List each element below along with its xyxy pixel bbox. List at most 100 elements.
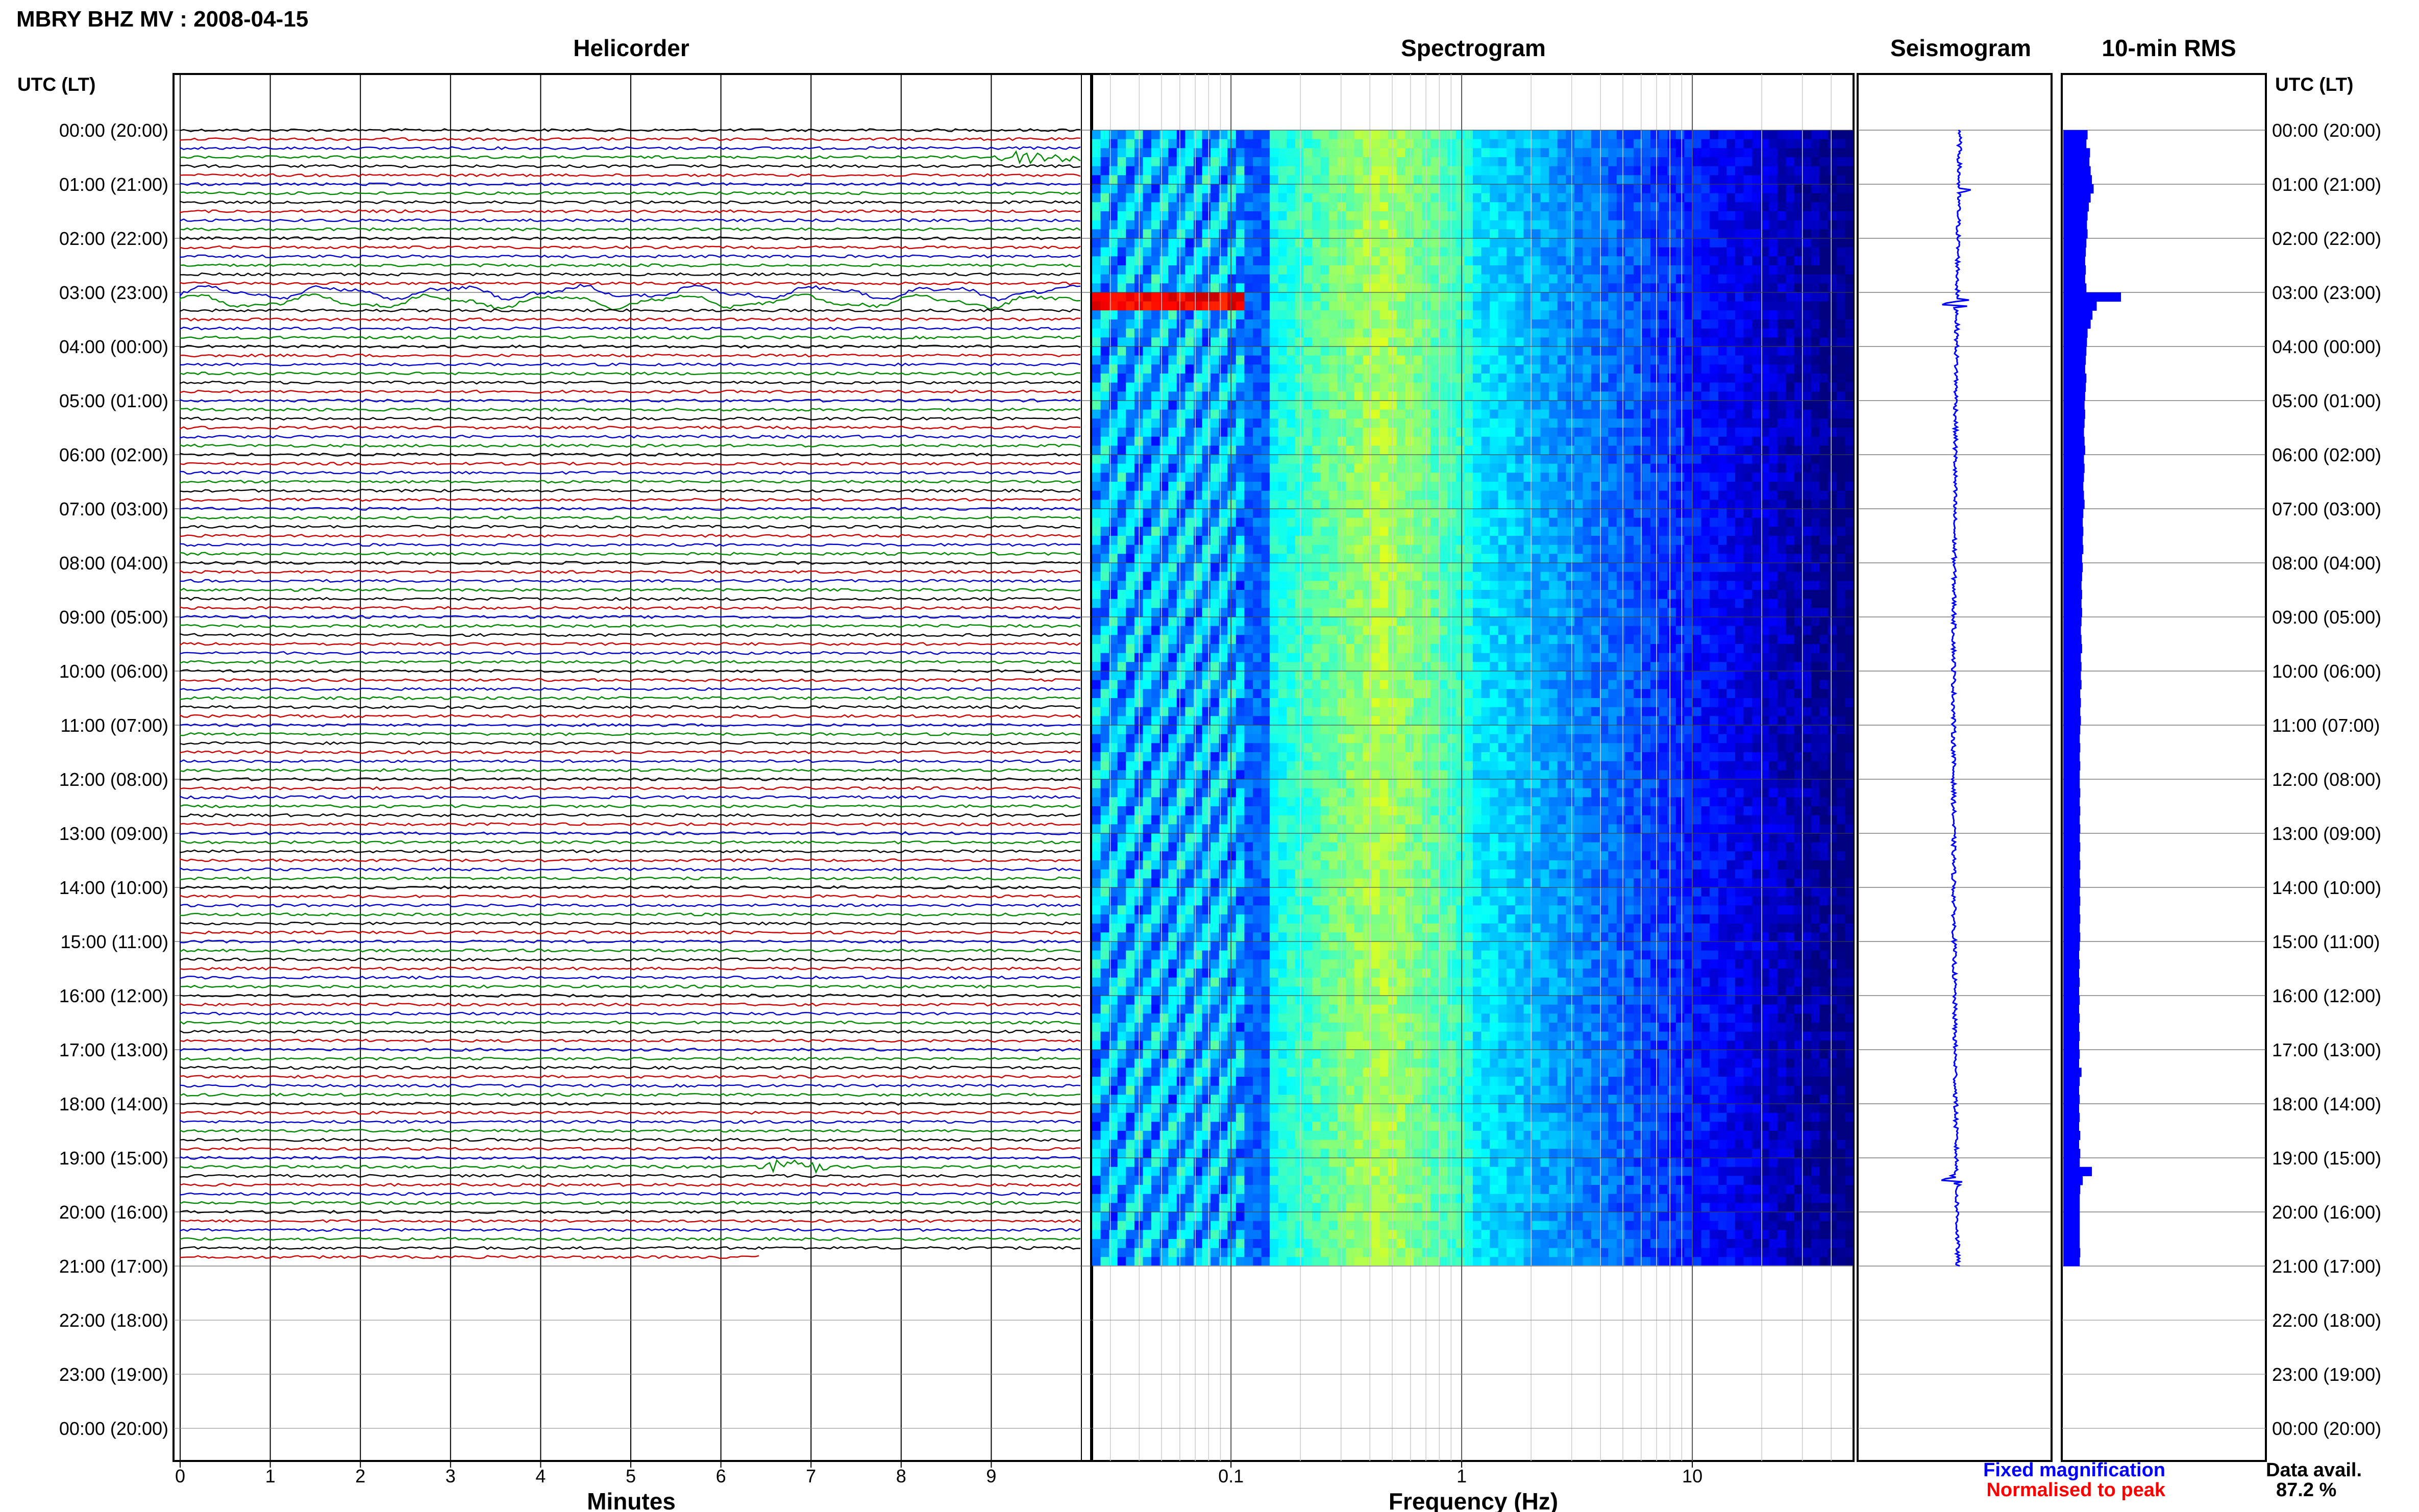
spectrogram-cell [1828, 211, 1837, 221]
spectrogram-cell [1523, 346, 1533, 356]
spectrogram-cell [1701, 572, 1710, 581]
spectrogram-cell [1693, 473, 1702, 482]
spectrogram-cell [1295, 256, 1304, 266]
spectrogram-cell [1295, 310, 1304, 320]
spectrogram-cell [1743, 310, 1752, 320]
spectrogram-cell [1202, 247, 1211, 257]
spectrogram-cell [1760, 572, 1769, 581]
spectrogram-cell [1185, 202, 1194, 212]
spectrogram-cell [1320, 148, 1329, 158]
spectrogram-cell [1718, 202, 1727, 212]
spectrogram-cell [1092, 355, 1101, 365]
spectrogram-cell [1794, 148, 1804, 158]
spectrogram-cell [1684, 193, 1693, 203]
spectrogram-cell [1608, 130, 1617, 140]
spectrogram-cell [1549, 509, 1558, 518]
spectrogram-cell [1752, 274, 1761, 284]
spectrogram-cell [1270, 211, 1279, 221]
spectrogram-cell [1710, 391, 1719, 401]
spectrogram-cell [1295, 301, 1304, 311]
spectrogram-cell [1616, 544, 1626, 554]
spectrogram-cell [1642, 346, 1651, 356]
spectrogram-cell [1659, 527, 1668, 536]
spectrogram-cell [1337, 337, 1347, 347]
spectrogram-cell [1532, 490, 1541, 500]
spectrogram-cell [1625, 346, 1634, 356]
spectrogram-cell [1159, 238, 1169, 248]
spectrogram-cell [1650, 247, 1660, 257]
spectrogram-cell [1634, 319, 1643, 329]
spectrogram-cell [1143, 355, 1152, 365]
spectrogram-cell [1117, 581, 1127, 590]
spectrogram-cell [1193, 364, 1203, 374]
spectrogram-cell [1566, 247, 1575, 257]
spectrogram-cell [1634, 292, 1643, 302]
spectrogram-cell [1379, 544, 1389, 554]
spectrogram-cell [1591, 554, 1600, 563]
helicorder-trace [179, 849, 1081, 854]
spectrogram-cell [1836, 238, 1846, 248]
spectrogram-cell [1253, 563, 1262, 573]
spectrogram-cell [1803, 401, 1812, 410]
spectrogram-cell [1253, 536, 1262, 546]
spectrogram-cell [1473, 184, 1482, 194]
spectrogram-cell [1193, 428, 1203, 437]
spectrogram-cell [1473, 509, 1482, 518]
spectrogram-cell [1557, 527, 1567, 536]
spectrogram-cell [1455, 130, 1465, 140]
spectrogram-cell [1244, 202, 1253, 212]
spectrogram-cell [1625, 355, 1634, 365]
spectrogram-cell [1786, 382, 1795, 392]
spectrogram-cell [1455, 401, 1465, 410]
spectrogram-cell [1769, 455, 1778, 464]
spectrogram-cell [1540, 328, 1549, 338]
spectrogram-cell [1092, 319, 1101, 329]
spectrogram-cell [1591, 211, 1600, 221]
helicorder-trace [179, 642, 1081, 647]
spectrogram-cell [1185, 581, 1194, 590]
spectrogram-cell [1650, 229, 1660, 239]
spectrogram-cell [1439, 139, 1448, 148]
spectrogram-cell [1278, 139, 1288, 148]
spectrogram-cell [1185, 572, 1194, 581]
spectrogram-cell [1396, 563, 1406, 573]
spectrogram-cell [1481, 401, 1490, 410]
spectrogram-cell [1363, 581, 1372, 590]
spectrogram-cell [1329, 608, 1338, 617]
helicorder-trace [179, 921, 1081, 926]
spectrogram-cell [1414, 391, 1423, 401]
spectrogram-cell [1532, 310, 1541, 320]
spectrogram-cell [1726, 301, 1736, 311]
spectrogram-cell [1743, 148, 1752, 158]
spectrogram-cell [1608, 193, 1617, 203]
spectrogram-cell [1811, 536, 1820, 546]
spectrogram-cell [1811, 473, 1820, 482]
spectrogram-cell [1185, 409, 1194, 419]
spectrogram-cell [1159, 599, 1169, 608]
spectrogram-cell [1760, 428, 1769, 437]
spectrogram-cell [1176, 319, 1186, 329]
spectrogram-cell [1151, 310, 1161, 320]
spectrogram-cell [1312, 238, 1321, 248]
spectrogram-cell [1295, 283, 1304, 293]
spectrogram-cell [1320, 301, 1329, 311]
helicorder-trace [179, 876, 1081, 881]
spectrogram-cell [1616, 563, 1626, 573]
spectrogram-cell [1566, 292, 1575, 302]
spectrogram-cell [1278, 166, 1288, 176]
spectrogram-cell [1667, 166, 1676, 176]
spectrogram-cell [1439, 337, 1448, 347]
spectrogram-cell [1422, 193, 1431, 203]
spectrogram-cell [1743, 247, 1752, 257]
spectrogram-cell [1455, 193, 1465, 203]
spectrogram-cell [1464, 355, 1473, 365]
spectrogram-cell [1828, 139, 1837, 148]
spectrogram-cell [1540, 355, 1549, 365]
spectrogram-cell [1346, 536, 1355, 546]
spectrogram-cell [1693, 409, 1702, 419]
spectrogram-cell [1625, 364, 1634, 374]
spectrogram-cell [1701, 247, 1710, 257]
spectrogram-cell [1667, 265, 1676, 275]
spectrogram-cell [1270, 265, 1279, 275]
spectrogram-cell [1396, 283, 1406, 293]
